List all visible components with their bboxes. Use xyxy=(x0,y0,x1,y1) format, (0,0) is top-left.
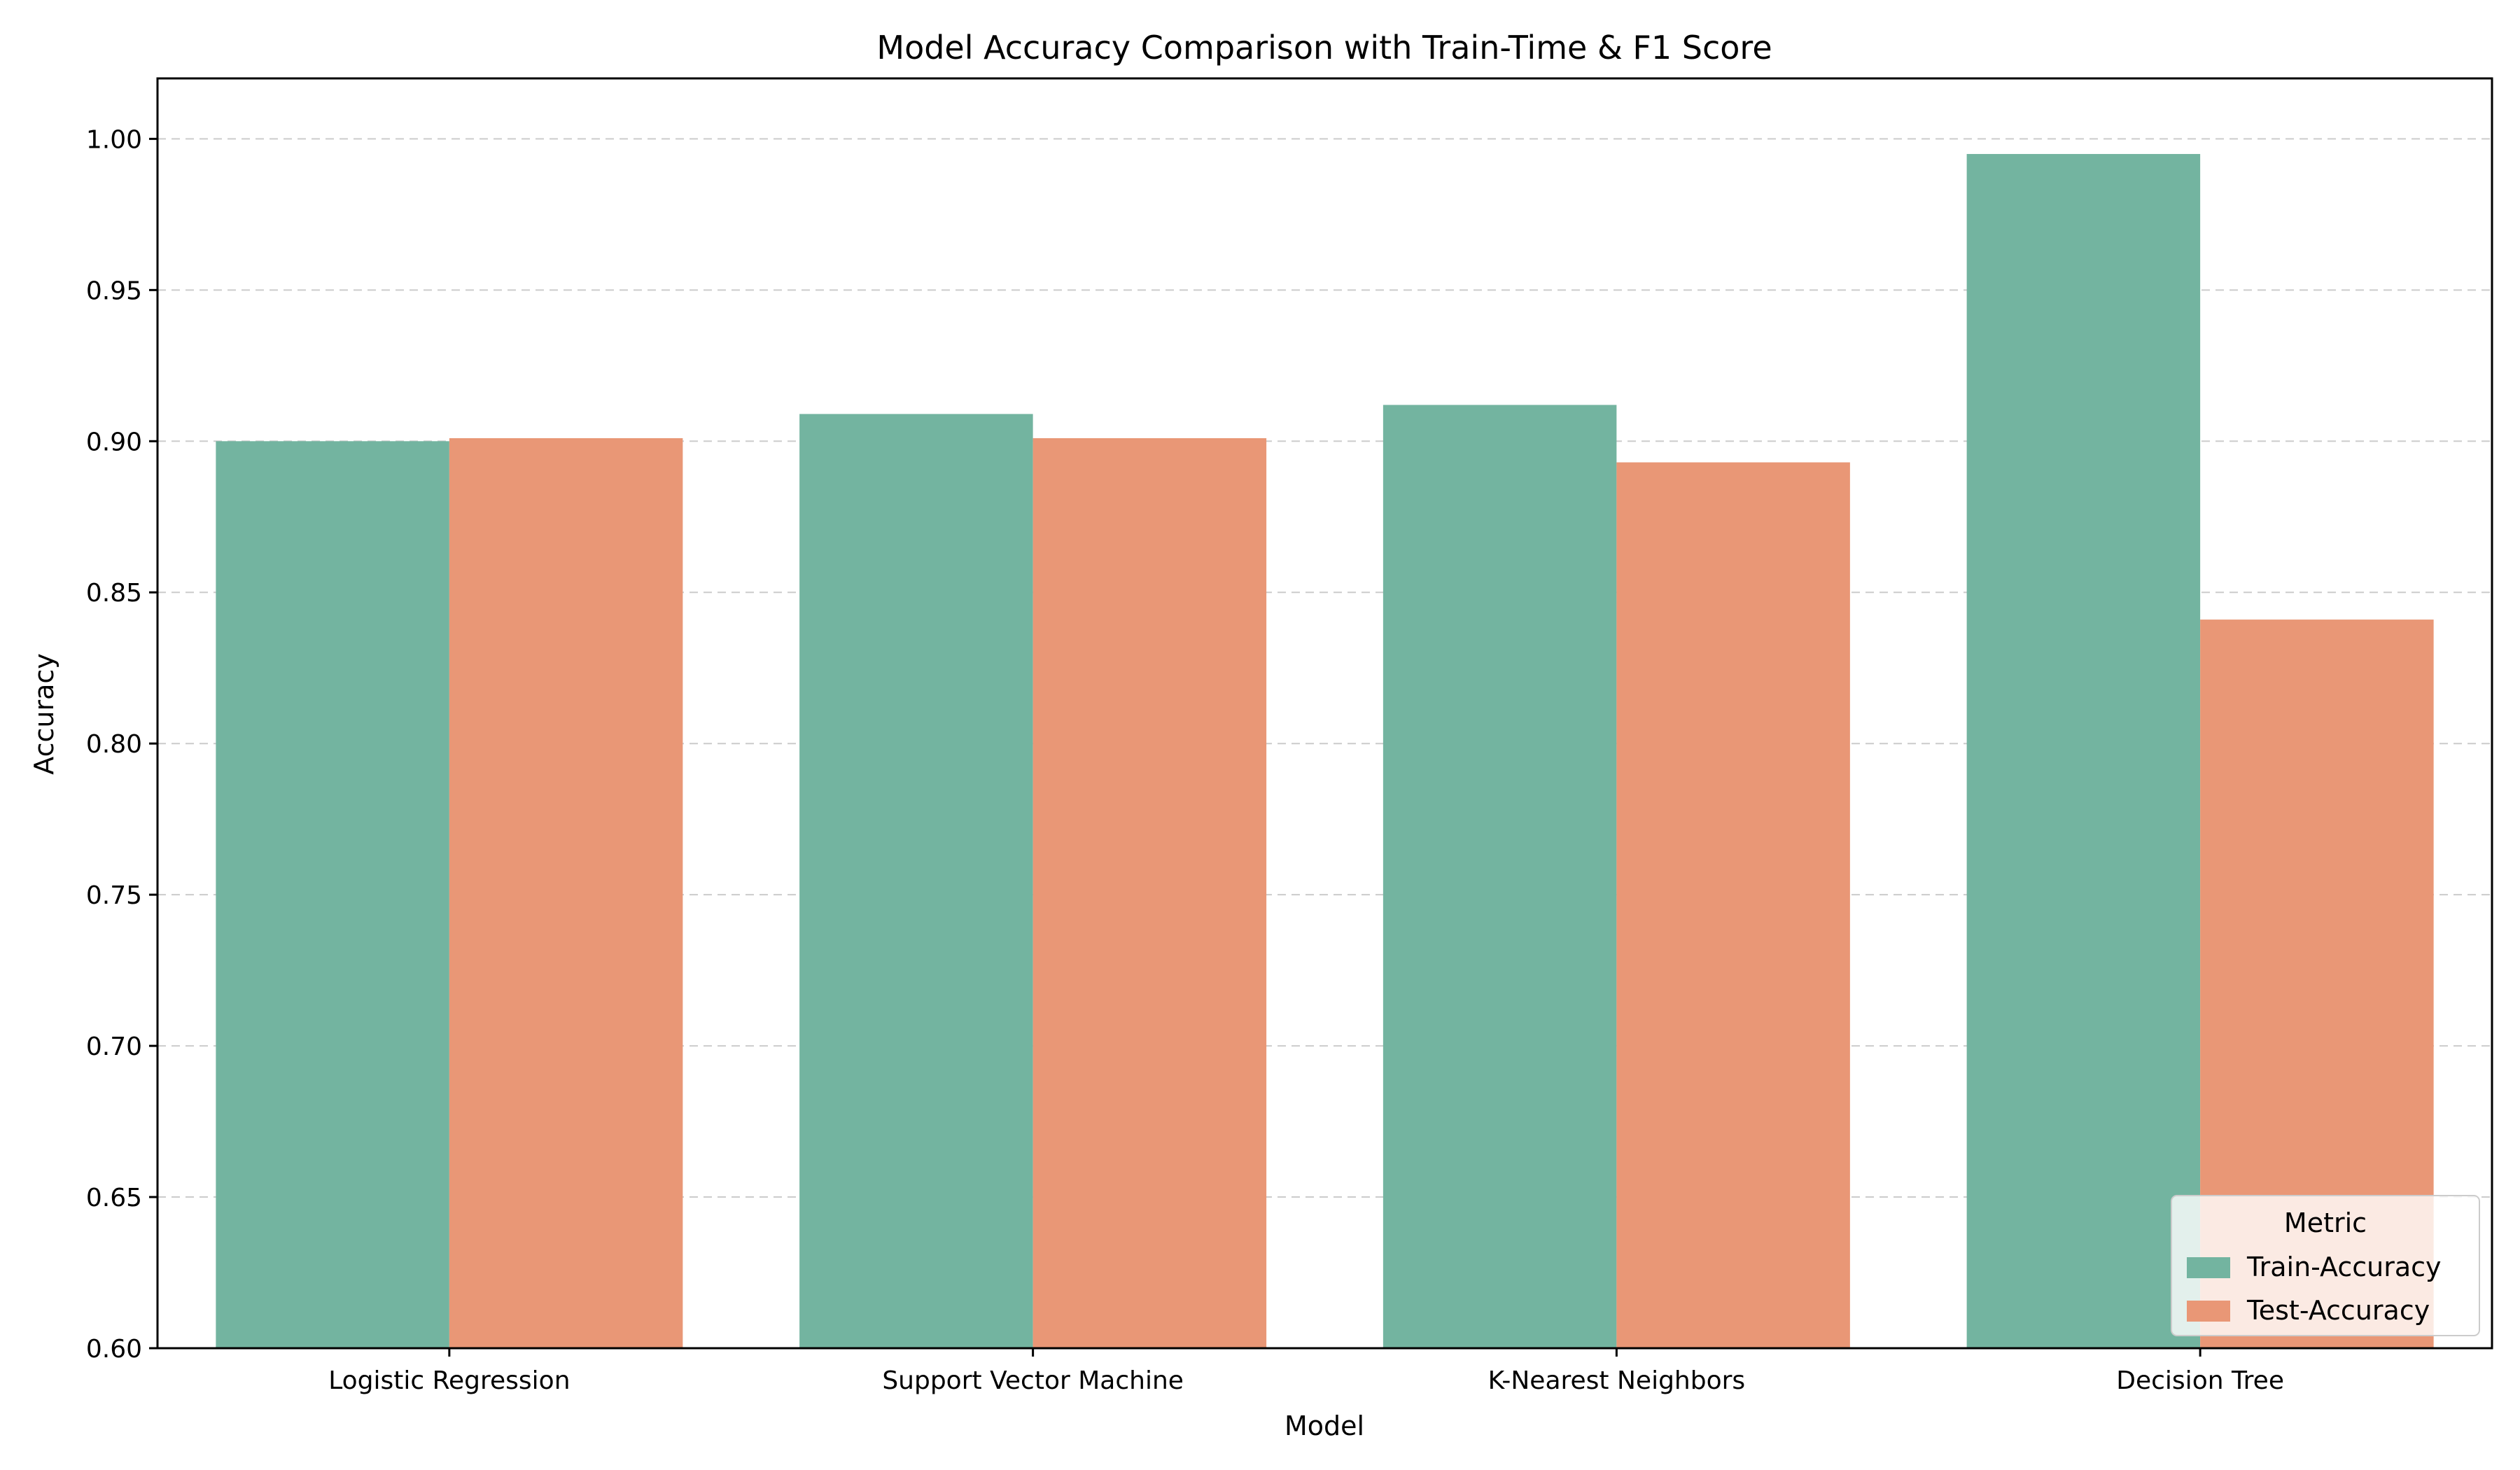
bar-train-accuracy-3 xyxy=(1966,153,2201,1348)
legend-box xyxy=(2171,1195,2480,1336)
y-tick-label: 0.80 xyxy=(86,730,142,759)
bar-test-accuracy-1 xyxy=(1032,438,1267,1348)
x-tick-label: Decision Tree xyxy=(2116,1366,2284,1395)
legend-swatch-test-accuracy xyxy=(2187,1301,2230,1322)
y-tick-label: 1.00 xyxy=(86,125,142,154)
legend-label-train-accuracy: Train-Accuracy xyxy=(2246,1252,2442,1282)
plot-frame xyxy=(156,77,2493,1350)
y-tick-label: 0.85 xyxy=(86,579,142,608)
bar-train-accuracy-2 xyxy=(1382,405,1617,1348)
chart-title: Model Accuracy Comparison with Train-Tim… xyxy=(876,29,1772,66)
y-tick-label: 0.95 xyxy=(86,276,142,305)
x-tick-label: Logistic Regression xyxy=(328,1366,570,1395)
bars xyxy=(216,153,2434,1349)
bar-train-accuracy-0 xyxy=(216,441,449,1349)
legend-title: Metric xyxy=(2284,1208,2367,1238)
y-tick-label: 0.65 xyxy=(86,1184,142,1212)
bar-test-accuracy-0 xyxy=(449,438,683,1348)
bar-test-accuracy-2 xyxy=(1616,462,1850,1348)
x-axis-ticks: Logistic Regression Support Vector Machin… xyxy=(328,1348,2284,1395)
x-tick-label: Support Vector Machine xyxy=(882,1366,1184,1395)
y-tick-label: 0.60 xyxy=(86,1335,142,1364)
x-axis-label: Model xyxy=(1284,1410,1364,1441)
y-tick-label: 0.70 xyxy=(86,1032,142,1061)
y-tick-label: 0.90 xyxy=(86,428,142,456)
y-axis-label: Accuracy xyxy=(29,653,59,775)
y-axis-ticks: 0.60 0.65 0.70 0.75 0.80 0.85 0.90 0.95 1.00 xyxy=(86,125,158,1364)
legend: Metric Train-Accuracy Test-Accuracy xyxy=(2171,1195,2480,1336)
legend-label-test-accuracy: Test-Accuracy xyxy=(2246,1295,2430,1326)
bar-train-accuracy-1 xyxy=(799,414,1033,1348)
x-tick-label: K-Nearest Neighbors xyxy=(1488,1366,1746,1395)
legend-swatch-train-accuracy xyxy=(2187,1257,2230,1278)
y-tick-label: 0.75 xyxy=(86,881,142,910)
